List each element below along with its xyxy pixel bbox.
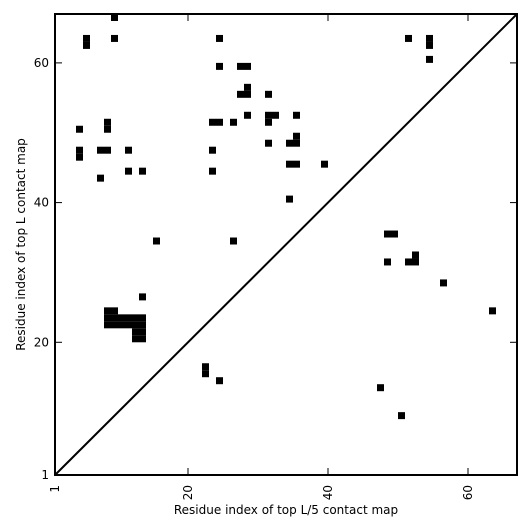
- upper-contact-cell: [405, 34, 412, 42]
- upper-contact-cell: [237, 62, 244, 70]
- upper-contact-cell: [244, 83, 251, 91]
- upper-contact-cell: [139, 321, 146, 329]
- lower-contact-cell: [412, 258, 419, 266]
- y-tick-label: 40: [34, 196, 49, 210]
- upper-contact-cell: [97, 174, 104, 182]
- x-tick-label: 60: [461, 485, 475, 500]
- upper-contact-cell: [230, 237, 237, 245]
- upper-contact-cell: [139, 335, 146, 343]
- upper-contact-cell: [111, 321, 118, 329]
- diagonal-line: [54, 13, 518, 476]
- upper-contact-cell: [293, 139, 300, 147]
- upper-contact-cell: [111, 14, 118, 21]
- upper-contact-cell: [139, 167, 146, 175]
- x-tick-label: 40: [321, 485, 335, 500]
- upper-contact-cell: [265, 90, 272, 98]
- upper-contact-cell: [125, 167, 132, 175]
- lower-contact-cell: [384, 258, 391, 266]
- upper-contact-cell: [286, 160, 293, 168]
- upper-contact-cell: [293, 111, 300, 119]
- upper-contact-cell: [321, 160, 328, 168]
- upper-contact-cell: [244, 90, 251, 98]
- upper-contact-cell: [132, 335, 139, 343]
- upper-contact-cell: [125, 314, 132, 322]
- upper-contact-cell: [265, 111, 272, 119]
- upper-contact-cell: [76, 153, 83, 161]
- upper-contact-cell: [125, 146, 132, 154]
- y-tick-label: 20: [34, 335, 49, 349]
- upper-contact-cell: [111, 314, 118, 322]
- upper-contact-cell: [104, 118, 111, 126]
- upper-contact-cell: [293, 160, 300, 168]
- upper-contact-cell: [209, 167, 216, 175]
- upper-contact-cell: [230, 118, 237, 126]
- lower-contact-cell: [412, 251, 419, 259]
- upper-contact-cell: [237, 90, 244, 98]
- upper-contact-cell: [216, 62, 223, 70]
- upper-contact-cell: [426, 41, 433, 49]
- contact-cells: [76, 14, 496, 420]
- lower-contact-cell: [377, 384, 384, 392]
- upper-contact-cell: [132, 321, 139, 329]
- lower-contact-cell: [384, 230, 391, 238]
- upper-contact-cell: [104, 125, 111, 133]
- upper-contact-cell: [209, 146, 216, 154]
- upper-contact-cell: [83, 41, 90, 49]
- lower-contact-cell: [489, 307, 496, 315]
- upper-contact-cell: [153, 237, 160, 245]
- x-axis-label: Residue index of top L/5 contact map: [174, 503, 398, 517]
- upper-contact-cell: [118, 321, 125, 329]
- x-tick-label: 20: [181, 485, 195, 500]
- upper-contact-cell: [244, 111, 251, 119]
- upper-contact-cell: [265, 118, 272, 126]
- upper-contact-cell: [132, 328, 139, 336]
- upper-contact-cell: [111, 307, 118, 315]
- upper-contact-cell: [216, 34, 223, 42]
- upper-contact-cell: [272, 111, 279, 119]
- upper-contact-cell: [293, 132, 300, 140]
- upper-contact-cell: [104, 314, 111, 322]
- axis-ticks: [54, 14, 517, 476]
- upper-contact-cell: [132, 314, 139, 322]
- lower-contact-cell: [216, 377, 223, 385]
- lower-contact-cell: [405, 258, 412, 266]
- upper-contact-cell: [139, 328, 146, 336]
- upper-contact-cell: [118, 314, 125, 322]
- y-tick-label: 1: [41, 468, 49, 482]
- upper-contact-cell: [104, 321, 111, 329]
- x-tick-label: 1: [48, 485, 62, 493]
- upper-contact-cell: [426, 34, 433, 42]
- upper-contact-cell: [139, 314, 146, 322]
- upper-contact-cell: [76, 125, 83, 133]
- plot-frame: [54, 13, 518, 476]
- lower-contact-cell: [202, 363, 209, 371]
- upper-contact-cell: [83, 34, 90, 42]
- y-axis-label: Residue index of top L contact map: [14, 138, 28, 351]
- lower-contact-cell: [398, 412, 405, 420]
- y-tick-label: 60: [34, 56, 49, 70]
- upper-contact-cell: [139, 293, 146, 301]
- upper-contact-cell: [426, 55, 433, 63]
- upper-contact-cell: [76, 146, 83, 154]
- lower-contact-cell: [440, 279, 447, 287]
- upper-contact-cell: [125, 321, 132, 329]
- upper-contact-cell: [111, 34, 118, 42]
- upper-contact-cell: [97, 146, 104, 154]
- upper-contact-cell: [286, 195, 293, 203]
- lower-contact-cell: [391, 230, 398, 238]
- upper-contact-cell: [244, 62, 251, 70]
- upper-contact-cell: [286, 139, 293, 147]
- upper-contact-cell: [104, 146, 111, 154]
- upper-contact-cell: [104, 307, 111, 315]
- upper-contact-cell: [209, 118, 216, 126]
- axis-tick-labels: 1 20 40 60 1 20 40 60: [34, 56, 475, 500]
- lower-contact-cell: [202, 370, 209, 378]
- upper-contact-cell: [265, 139, 272, 147]
- upper-contact-cell: [216, 118, 223, 126]
